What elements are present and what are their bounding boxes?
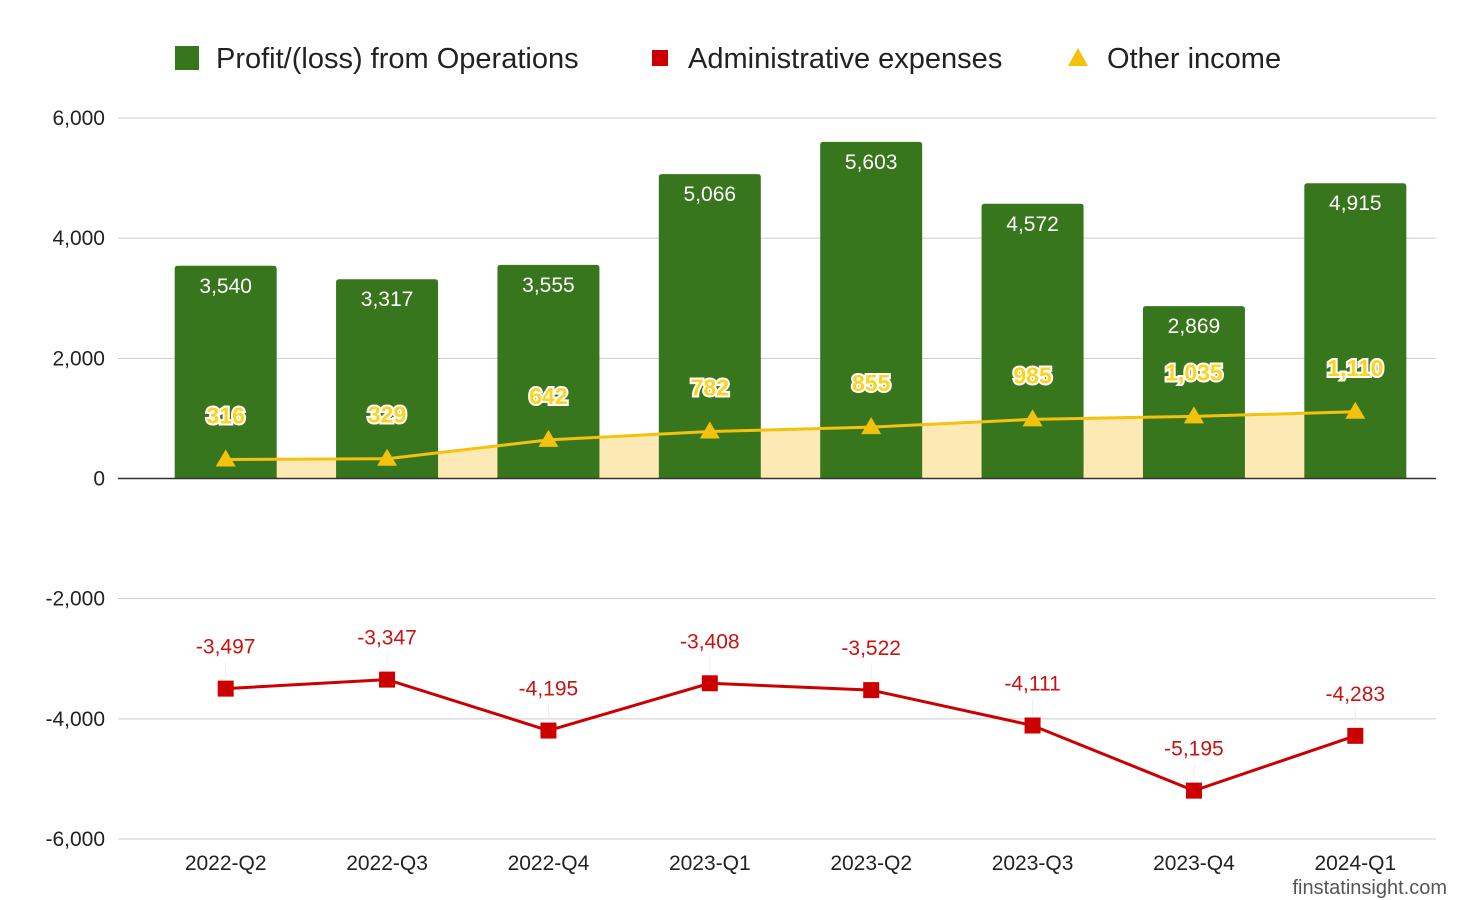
profit-bars — [174, 141, 1407, 479]
other-income-point — [1183, 406, 1204, 424]
other-income-data-label: 985 — [1013, 362, 1052, 388]
y-tick-label: -4,000 — [45, 708, 105, 731]
other-income-data-label: 782 — [691, 375, 729, 401]
other-income-data-label: 1,110 — [1327, 355, 1383, 381]
legend-swatch-admin — [652, 50, 668, 66]
profit-data-label: 4,572 — [1006, 213, 1059, 236]
watermark: finstatinsight.com — [1292, 877, 1447, 899]
other-income-point — [699, 421, 720, 439]
admin-expenses-line — [225, 678, 1356, 793]
x-axis: 2022-Q2 2022-Q3 2022-Q4 2023-Q1 2023-Q2 2023-… — [185, 852, 1396, 875]
other-income-data-label: 316 — [207, 403, 245, 429]
profit-data-label: 3,317 — [361, 288, 414, 311]
data-labels: 3,540 3,317 3,555 5,066 5,603 4,572 2,869 4,915… — [196, 151, 1385, 781]
x-tick-label: 2023-Q3 — [992, 852, 1074, 875]
admin-expenses-data-label: -3,347 — [357, 627, 417, 650]
admin-expenses-data-label: -4,111 — [1004, 673, 1060, 696]
legend-swatch-other-income — [1068, 48, 1088, 66]
other-income-point — [1345, 401, 1366, 419]
admin-expenses-series — [217, 671, 1364, 799]
admin-expenses-point — [1024, 717, 1041, 734]
x-tick-label: 2022-Q3 — [346, 852, 428, 875]
admin-expenses-data-label: -3,497 — [196, 636, 256, 659]
profit-data-label: 5,066 — [684, 183, 737, 206]
y-tick-label: -2,000 — [45, 588, 105, 611]
profit-data-label: 3,540 — [199, 275, 252, 298]
admin-expenses-point — [540, 722, 557, 739]
y-tick-label: 6,000 — [52, 107, 105, 130]
profit-data-label: 3,555 — [522, 274, 575, 297]
other-income-data-label: 642 — [529, 383, 567, 409]
bar-2024-Q1 — [1304, 183, 1407, 479]
x-tick-label: 2022-Q4 — [508, 852, 590, 875]
y-axis: 6,000 4,000 2,000 0 -2,000 -4,000 -6,000 — [45, 107, 105, 851]
other-income-point — [1022, 409, 1043, 427]
legend: Profit/(loss) from Operations Administrat… — [175, 43, 1281, 75]
admin-expenses-point — [1185, 782, 1202, 799]
x-tick-label: 2023-Q4 — [1153, 852, 1235, 875]
x-tick-label: 2022-Q2 — [185, 852, 267, 875]
other-income-line — [225, 410, 1356, 462]
admin-expenses-point — [379, 671, 396, 688]
bar-2023-Q2 — [820, 141, 923, 479]
y-tick-label: -6,000 — [45, 828, 105, 851]
y-tick-label: 0 — [93, 468, 105, 491]
y-tick-label: 4,000 — [52, 227, 105, 250]
other-income-data-label: 855 — [852, 370, 891, 396]
bar-2023-Q1 — [658, 174, 761, 479]
x-tick-label: 2023-Q1 — [669, 852, 751, 875]
other-income-point — [215, 449, 236, 467]
legend-label-profit: Profit/(loss) from Operations — [216, 43, 579, 75]
admin-expenses-data-label: -5,195 — [1164, 738, 1224, 761]
legend-label-other-income: Other income — [1107, 43, 1281, 75]
admin-expenses-point — [217, 680, 234, 697]
profit-data-label: 5,603 — [845, 151, 898, 174]
admin-expenses-data-label: -4,195 — [519, 678, 579, 701]
profit-data-label: 4,915 — [1329, 192, 1382, 215]
admin-expenses-data-label: -3,522 — [841, 637, 901, 660]
admin-expenses-data-label: -4,283 — [1326, 683, 1386, 706]
admin-expenses-point — [863, 682, 880, 699]
admin-expenses-point — [701, 675, 718, 692]
x-tick-label: 2024-Q1 — [1314, 852, 1396, 875]
legend-swatch-profit — [175, 46, 199, 70]
bar-2023-Q3 — [981, 203, 1084, 479]
other-income-point — [377, 448, 398, 466]
other-income-point — [538, 429, 559, 447]
bar-2022-Q2 — [174, 265, 277, 479]
bar-2022-Q4 — [497, 264, 600, 479]
x-tick-label: 2023-Q2 — [830, 852, 912, 875]
other-income-point — [861, 417, 882, 435]
bar-2023-Q4 — [1142, 306, 1245, 479]
other-income-data-label: 1,035 — [1165, 359, 1223, 385]
admin-expenses-data-label: -3,408 — [680, 630, 740, 653]
legend-label-admin: Administrative expenses — [688, 43, 1002, 75]
y-tick-label: 2,000 — [52, 347, 105, 370]
profit-data-label: 2,869 — [1168, 315, 1221, 338]
other-income-series — [215, 401, 1366, 467]
other-income-data-label: 329 — [368, 402, 406, 428]
bar-2022-Q3 — [336, 279, 439, 479]
admin-expenses-point — [1347, 727, 1364, 744]
